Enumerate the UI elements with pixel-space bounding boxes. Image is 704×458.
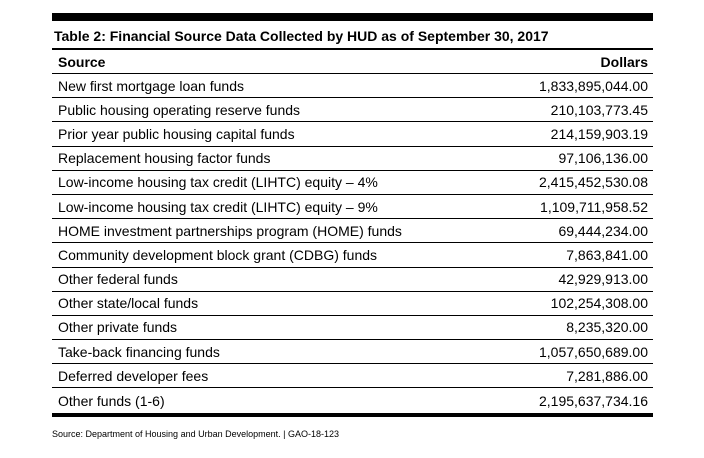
row-dollars: 42,929,913.00 bbox=[558, 271, 648, 288]
row-source: Low-income housing tax credit (LIHTC) eq… bbox=[58, 198, 378, 215]
table-row: Other funds (1-6) 2,195,637,734.16 bbox=[52, 388, 653, 412]
table-row: Low-income housing tax credit (LIHTC) eq… bbox=[52, 195, 653, 220]
financial-source-table: Table 2: Financial Source Data Collected… bbox=[52, 13, 653, 417]
row-dollars: 1,833,895,044.00 bbox=[539, 77, 648, 94]
row-dollars: 69,444,234.00 bbox=[558, 222, 648, 239]
row-dollars: 7,863,841.00 bbox=[566, 246, 648, 263]
column-header-source: Source bbox=[58, 53, 106, 70]
row-source: Deferred developer fees bbox=[58, 367, 209, 384]
row-source: Other state/local funds bbox=[58, 295, 199, 312]
row-source: Public housing operating reserve funds bbox=[58, 101, 301, 118]
table-row: Community development block grant (CDBG)… bbox=[52, 243, 653, 268]
row-dollars: 214,159,903.19 bbox=[550, 125, 648, 142]
row-dollars: 97,106,136.00 bbox=[558, 150, 648, 167]
row-source: Replacement housing factor funds bbox=[58, 150, 271, 167]
table-row: Other federal funds 42,929,913.00 bbox=[52, 268, 653, 292]
source-note: Source: Department of Housing and Urban … bbox=[52, 429, 339, 439]
table-row: HOME investment partnerships program (HO… bbox=[52, 219, 653, 244]
table-row: Low-income housing tax credit (LIHTC) eq… bbox=[52, 171, 653, 195]
row-source: Other funds (1-6) bbox=[58, 392, 165, 409]
row-source: Low-income housing tax credit (LIHTC) eq… bbox=[58, 174, 378, 191]
table-row: Take-back financing funds 1,057,650,689.0… bbox=[52, 340, 653, 365]
table-row: Replacement housing factor funds 97,106,1… bbox=[52, 147, 653, 171]
row-source: New first mortgage loan funds bbox=[58, 77, 244, 94]
row-source: Other federal funds bbox=[58, 271, 178, 288]
title-rule bbox=[52, 48, 653, 50]
row-dollars: 8,235,320.00 bbox=[566, 319, 648, 336]
row-source: Take-back financing funds bbox=[58, 343, 220, 360]
row-dollars: 2,415,452,530.08 bbox=[539, 174, 648, 191]
row-dollars: 102,254,308.00 bbox=[550, 295, 648, 312]
row-source: Prior year public housing capital funds bbox=[58, 125, 295, 142]
table-row: Deferred developer fees 7,281,886.00 bbox=[52, 364, 653, 389]
row-source: HOME investment partnerships program (HO… bbox=[58, 222, 402, 239]
table-body: New first mortgage loan funds 1,833,895,0… bbox=[52, 74, 653, 413]
row-dollars: 210,103,773.45 bbox=[550, 101, 648, 118]
table-header-row: Source Dollars bbox=[52, 50, 653, 74]
table-row: New first mortgage loan funds 1,833,895,0… bbox=[52, 74, 653, 99]
column-header-dollars: Dollars bbox=[600, 53, 648, 70]
table-row: Other private funds 8,235,320.00 bbox=[52, 316, 653, 341]
row-dollars: 7,281,886.00 bbox=[566, 367, 648, 384]
row-dollars: 2,195,637,734.16 bbox=[539, 392, 648, 409]
row-dollars: 1,057,650,689.00 bbox=[539, 343, 648, 360]
bottom-rule bbox=[52, 412, 653, 417]
table-title: Table 2: Financial Source Data Collected… bbox=[54, 28, 549, 44]
row-dollars: 1,109,711,958.52 bbox=[540, 198, 648, 215]
table-row: Public housing operating reserve funds 21… bbox=[52, 98, 653, 123]
row-source: Other private funds bbox=[58, 319, 178, 336]
table-row: Prior year public housing capital funds 2… bbox=[52, 122, 653, 147]
top-rule bbox=[52, 13, 653, 21]
table-row: Other state/local funds 102,254,308.00 bbox=[52, 292, 653, 316]
row-source: Community development block grant (CDBG)… bbox=[58, 246, 378, 263]
